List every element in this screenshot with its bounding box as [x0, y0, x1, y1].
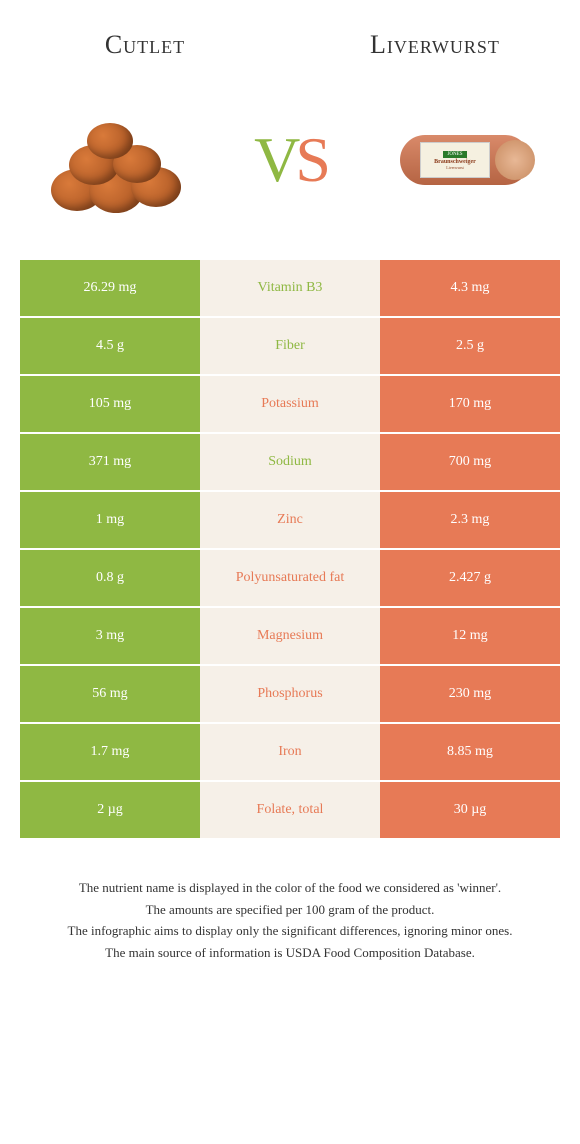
right-value-cell: 4.3 mg: [380, 260, 560, 316]
footer-line-2: The amounts are specified per 100 gram o…: [30, 900, 550, 920]
nutrient-label-cell: Zinc: [200, 492, 380, 548]
vs-label: VS: [254, 123, 326, 197]
right-value-cell: 700 mg: [380, 434, 560, 490]
footer-line-4: The main source of information is USDA F…: [30, 943, 550, 963]
right-food-title: Liverwurst: [290, 30, 580, 60]
comparison-row: 105 mgPotassium170 mg: [20, 376, 560, 432]
nutrient-label-cell: Potassium: [200, 376, 380, 432]
right-value-cell: 12 mg: [380, 608, 560, 664]
left-value-cell: 3 mg: [20, 608, 200, 664]
nutrient-label-cell: Fiber: [200, 318, 380, 374]
nutrient-label-cell: Iron: [200, 724, 380, 780]
comparison-row: 3 mgMagnesium12 mg: [20, 608, 560, 664]
left-value-cell: 1 mg: [20, 492, 200, 548]
comparison-row: 56 mgPhosphorus230 mg: [20, 666, 560, 722]
footer-notes: The nutrient name is displayed in the co…: [30, 878, 550, 962]
right-value-cell: 2.3 mg: [380, 492, 560, 548]
comparison-row: 0.8 gPolyunsaturated fat2.427 g: [20, 550, 560, 606]
left-food-title: Cutlet: [0, 30, 290, 60]
nutrient-label-cell: Polyunsaturated fat: [200, 550, 380, 606]
comparison-row: 26.29 mgVitamin B34.3 mg: [20, 260, 560, 316]
footer-line-3: The infographic aims to display only the…: [30, 921, 550, 941]
left-value-cell: 371 mg: [20, 434, 200, 490]
comparison-table: 26.29 mgVitamin B34.3 mg4.5 gFiber2.5 g1…: [20, 260, 560, 838]
header: Cutlet Liverwurst: [0, 0, 580, 80]
cutlet-image: [40, 100, 190, 220]
left-value-cell: 0.8 g: [20, 550, 200, 606]
nutrient-label-cell: Magnesium: [200, 608, 380, 664]
comparison-row: 371 mgSodium700 mg: [20, 434, 560, 490]
right-value-cell: 2.427 g: [380, 550, 560, 606]
comparison-row: 1.7 mgIron8.85 mg: [20, 724, 560, 780]
vs-s-letter: S: [295, 124, 326, 195]
vs-v-letter: V: [254, 124, 295, 195]
liverwurst-image: JONES Braunschweiger Liverwurst: [390, 100, 540, 220]
nutrient-label-cell: Sodium: [200, 434, 380, 490]
right-value-cell: 2.5 g: [380, 318, 560, 374]
nutrient-label-cell: Vitamin B3: [200, 260, 380, 316]
header-right: Liverwurst: [290, 30, 580, 60]
left-value-cell: 26.29 mg: [20, 260, 200, 316]
right-value-cell: 230 mg: [380, 666, 560, 722]
sausage-sub: Liverwurst: [446, 165, 464, 170]
sausage-brand: JONES: [443, 151, 466, 158]
sausage-label: JONES Braunschweiger Liverwurst: [420, 142, 490, 178]
right-value-cell: 30 µg: [380, 782, 560, 838]
comparison-row: 2 µgFolate, total30 µg: [20, 782, 560, 838]
left-value-cell: 1.7 mg: [20, 724, 200, 780]
comparison-row: 1 mgZinc2.3 mg: [20, 492, 560, 548]
nutrient-label-cell: Phosphorus: [200, 666, 380, 722]
left-value-cell: 4.5 g: [20, 318, 200, 374]
right-value-cell: 170 mg: [380, 376, 560, 432]
header-left: Cutlet: [0, 30, 290, 60]
footer-line-1: The nutrient name is displayed in the co…: [30, 878, 550, 898]
nutrient-label-cell: Folate, total: [200, 782, 380, 838]
right-value-cell: 8.85 mg: [380, 724, 560, 780]
left-value-cell: 105 mg: [20, 376, 200, 432]
left-value-cell: 56 mg: [20, 666, 200, 722]
images-row: VS JONES Braunschweiger Liverwurst: [0, 80, 580, 260]
comparison-row: 4.5 gFiber2.5 g: [20, 318, 560, 374]
left-value-cell: 2 µg: [20, 782, 200, 838]
